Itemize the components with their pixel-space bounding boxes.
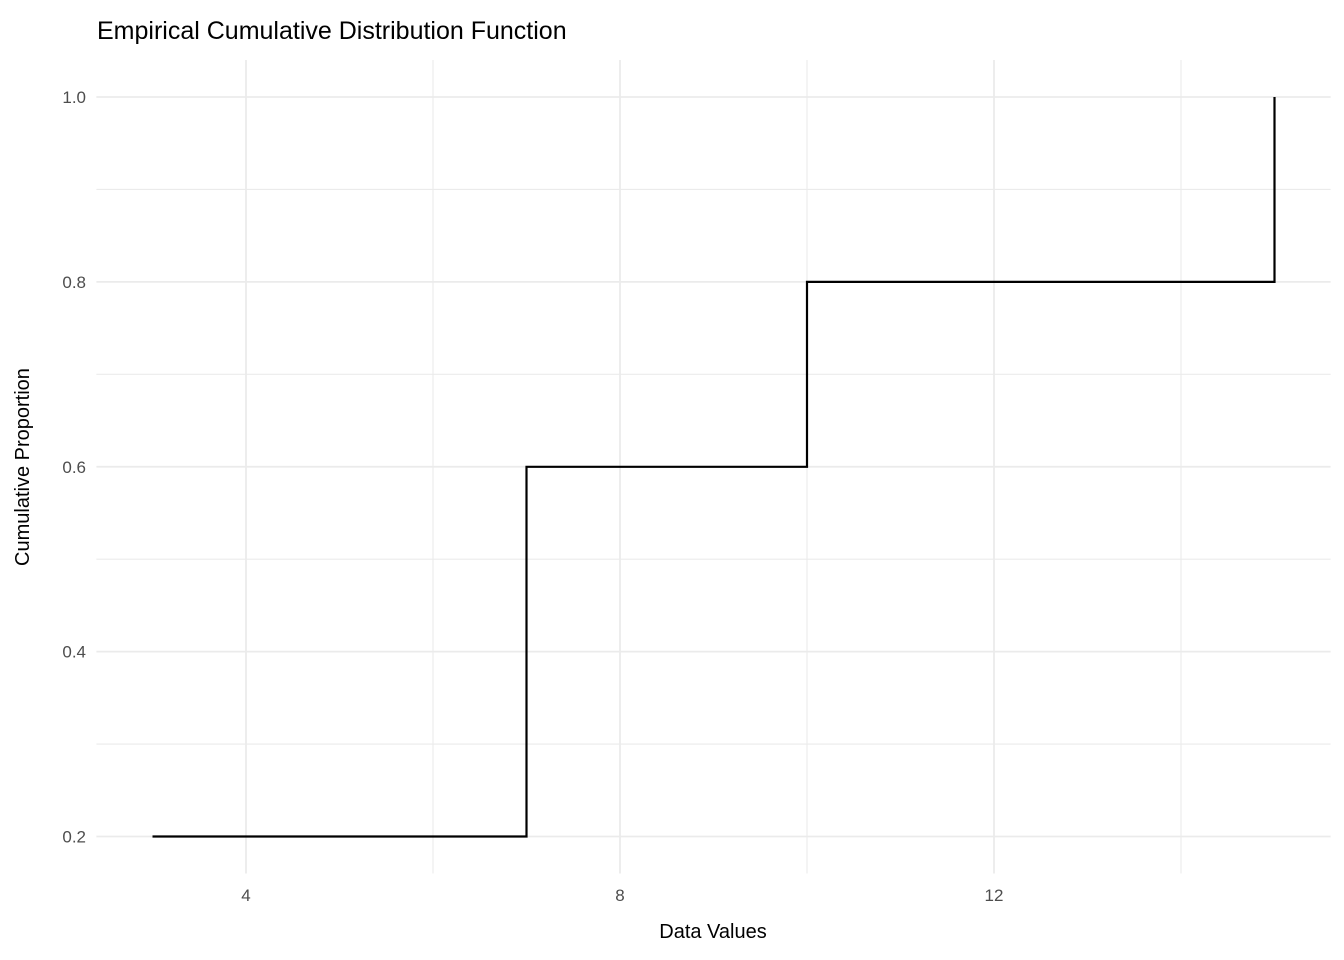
- y-tick-label: 0.4: [62, 643, 86, 662]
- x-axis-tick-labels: 4 8 12: [241, 886, 1003, 905]
- y-tick-label: 0.8: [62, 273, 86, 292]
- x-tick-label: 12: [985, 886, 1004, 905]
- y-tick-label: 0.6: [62, 458, 86, 477]
- y-axis-title: Cumulative Proportion: [12, 368, 34, 566]
- y-tick-label: 0.2: [62, 828, 86, 847]
- y-axis-tick-labels: 0.2 0.4 0.6 0.8 1.0: [62, 88, 86, 847]
- x-tick-label: 8: [615, 886, 624, 905]
- minor-gridlines: [96, 60, 1331, 874]
- ecdf-step-line: [152, 97, 1276, 838]
- x-axis-title: Data Values: [659, 921, 766, 943]
- chart-title: Empirical Cumulative Distribution Functi…: [97, 17, 567, 45]
- y-tick-label: 1.0: [62, 88, 86, 107]
- x-tick-label: 4: [241, 886, 250, 905]
